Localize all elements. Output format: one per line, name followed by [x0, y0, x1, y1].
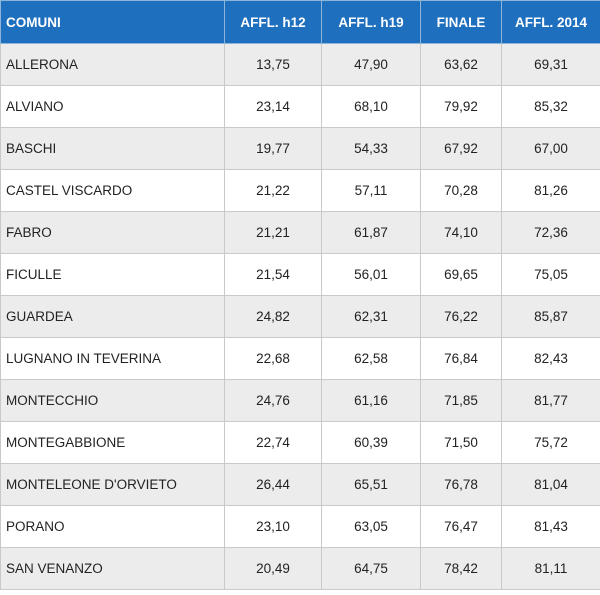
- affl-2014-cell: 69,31: [501, 43, 600, 86]
- comune-cell: GUARDEA: [0, 295, 225, 338]
- comune-cell: CASTEL VISCARDO: [0, 169, 225, 212]
- table-row: CASTEL VISCARDO 21,22 57,11 70,28 81,26: [0, 169, 600, 212]
- table-row: ALLERONA 13,75 47,90 63,62 69,31: [0, 43, 600, 86]
- affl-2014-cell: 75,05: [501, 253, 600, 296]
- affl-h19-cell: 62,31: [321, 295, 421, 338]
- finale-cell: 69,65: [420, 253, 502, 296]
- affl-h12-cell: 22,68: [224, 337, 322, 380]
- affl-h19-cell: 62,58: [321, 337, 421, 380]
- affl-2014-cell: 81,26: [501, 169, 600, 212]
- header-affl-h19: AFFL. h19: [321, 0, 421, 44]
- finale-cell: 78,42: [420, 547, 502, 590]
- affl-h12-cell: 26,44: [224, 463, 322, 506]
- affl-h19-cell: 63,05: [321, 505, 421, 548]
- table-header: COMUNI AFFL. h12 AFFL. h19 FINALE AFFL. …: [0, 0, 600, 44]
- table-body: ALLERONA 13,75 47,90 63,62 69,31 ALVIANO 23,14…: [0, 43, 600, 590]
- affl-h12-cell: 24,76: [224, 379, 322, 422]
- finale-cell: 79,92: [420, 85, 502, 128]
- finale-cell: 74,10: [420, 211, 502, 254]
- table-row: MONTECCHIO 24,76 61,16 71,85 81,77: [0, 379, 600, 422]
- table-row: FABRO 21,21 61,87 74,10 72,36: [0, 211, 600, 254]
- finale-cell: 76,84: [420, 337, 502, 380]
- table-row: PORANO 23,10 63,05 76,47 81,43: [0, 505, 600, 548]
- affl-h19-cell: 57,11: [321, 169, 421, 212]
- affl-h19-cell: 54,33: [321, 127, 421, 170]
- affl-h12-cell: 22,74: [224, 421, 322, 464]
- table-row: ALVIANO 23,14 68,10 79,92 85,32: [0, 85, 600, 128]
- affl-2014-cell: 67,00: [501, 127, 600, 170]
- header-affl-2014: AFFL. 2014: [501, 0, 600, 44]
- affl-h19-cell: 64,75: [321, 547, 421, 590]
- affl-2014-cell: 75,72: [501, 421, 600, 464]
- finale-cell: 67,92: [420, 127, 502, 170]
- comune-cell: LUGNANO IN TEVERINA: [0, 337, 225, 380]
- header-comuni: COMUNI: [0, 0, 225, 44]
- finale-cell: 70,28: [420, 169, 502, 212]
- table-row: FICULLE 21,54 56,01 69,65 75,05: [0, 253, 600, 296]
- header-finale: FINALE: [420, 0, 502, 44]
- affl-2014-cell: 85,87: [501, 295, 600, 338]
- finale-cell: 76,47: [420, 505, 502, 548]
- affl-2014-cell: 81,11: [501, 547, 600, 590]
- table-row: LUGNANO IN TEVERINA 22,68 62,58 76,84 82,43: [0, 337, 600, 380]
- affl-2014-cell: 81,77: [501, 379, 600, 422]
- affl-2014-cell: 72,36: [501, 211, 600, 254]
- affl-h12-cell: 21,21: [224, 211, 322, 254]
- finale-cell: 76,78: [420, 463, 502, 506]
- comune-cell: MONTECCHIO: [0, 379, 225, 422]
- comune-cell: BASCHI: [0, 127, 225, 170]
- affl-2014-cell: 81,04: [501, 463, 600, 506]
- affl-h12-cell: 19,77: [224, 127, 322, 170]
- affl-h12-cell: 23,14: [224, 85, 322, 128]
- affl-h19-cell: 56,01: [321, 253, 421, 296]
- affl-h19-cell: 47,90: [321, 43, 421, 86]
- header-row: COMUNI AFFL. h12 AFFL. h19 FINALE AFFL. …: [0, 0, 600, 44]
- affl-2014-cell: 85,32: [501, 85, 600, 128]
- affl-h12-cell: 13,75: [224, 43, 322, 86]
- finale-cell: 71,50: [420, 421, 502, 464]
- comune-cell: ALVIANO: [0, 85, 225, 128]
- finale-cell: 71,85: [420, 379, 502, 422]
- affl-h12-cell: 21,54: [224, 253, 322, 296]
- affl-h19-cell: 60,39: [321, 421, 421, 464]
- table-row: SAN VENANZO 20,49 64,75 78,42 81,11: [0, 547, 600, 590]
- table-row: GUARDEA 24,82 62,31 76,22 85,87: [0, 295, 600, 338]
- comune-cell: SAN VENANZO: [0, 547, 225, 590]
- affl-h12-cell: 20,49: [224, 547, 322, 590]
- table-row: MONTEGABBIONE 22,74 60,39 71,50 75,72: [0, 421, 600, 464]
- affl-h19-cell: 65,51: [321, 463, 421, 506]
- affl-h19-cell: 68,10: [321, 85, 421, 128]
- header-affl-h12: AFFL. h12: [224, 0, 322, 44]
- affl-2014-cell: 81,43: [501, 505, 600, 548]
- affl-h19-cell: 61,87: [321, 211, 421, 254]
- finale-cell: 76,22: [420, 295, 502, 338]
- affl-2014-cell: 82,43: [501, 337, 600, 380]
- finale-cell: 63,62: [420, 43, 502, 86]
- table-row: BASCHI 19,77 54,33 67,92 67,00: [0, 127, 600, 170]
- comune-cell: FABRO: [0, 211, 225, 254]
- affl-h12-cell: 23,10: [224, 505, 322, 548]
- comune-cell: PORANO: [0, 505, 225, 548]
- comune-cell: MONTEGABBIONE: [0, 421, 225, 464]
- comune-cell: MONTELEONE D'ORVIETO: [0, 463, 225, 506]
- comune-cell: FICULLE: [0, 253, 225, 296]
- affl-h12-cell: 24,82: [224, 295, 322, 338]
- affl-h12-cell: 21,22: [224, 169, 322, 212]
- affl-h19-cell: 61,16: [321, 379, 421, 422]
- comune-cell: ALLERONA: [0, 43, 225, 86]
- table-row: MONTELEONE D'ORVIETO 26,44 65,51 76,78 81,04: [0, 463, 600, 506]
